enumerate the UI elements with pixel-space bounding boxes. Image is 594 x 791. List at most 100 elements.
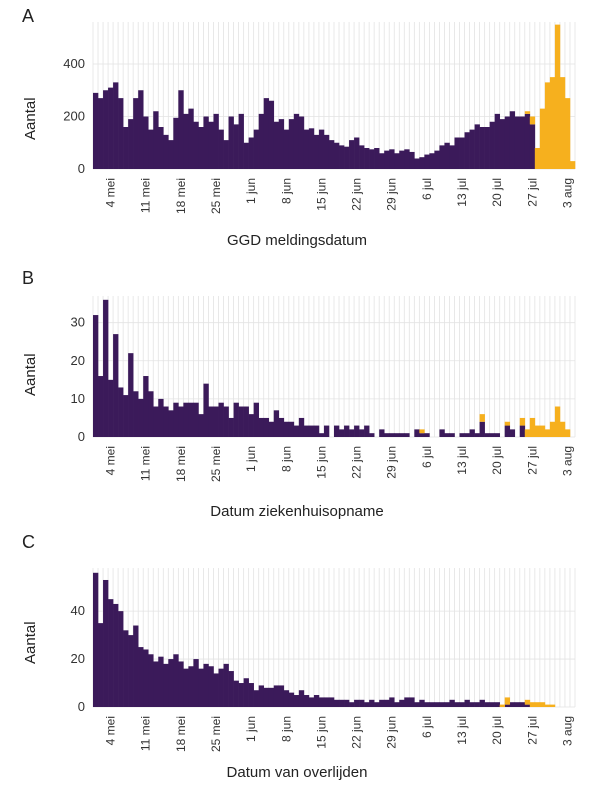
bar-reported bbox=[494, 113, 500, 169]
bar-reported bbox=[178, 661, 184, 707]
bar-reported bbox=[404, 697, 410, 707]
bar-recent bbox=[549, 704, 556, 707]
x-tick-label: 13 jul bbox=[455, 716, 469, 745]
bar-reported bbox=[218, 402, 224, 437]
bar-reported bbox=[153, 406, 159, 437]
bar-recent bbox=[549, 77, 556, 169]
bar-reported bbox=[143, 376, 149, 437]
bar-reported bbox=[213, 673, 219, 707]
bar-reported bbox=[459, 137, 465, 169]
x-tick-label: 15 jun bbox=[314, 446, 328, 479]
bar-reported bbox=[369, 149, 375, 169]
bar-reported bbox=[193, 659, 199, 707]
bar-reported bbox=[243, 678, 249, 707]
bar-reported bbox=[424, 702, 430, 707]
bar-reported bbox=[93, 92, 99, 169]
bar-reported bbox=[113, 334, 119, 437]
bar-reported bbox=[258, 685, 265, 707]
y-tick-label: 0 bbox=[78, 161, 85, 176]
bar-reported bbox=[519, 702, 526, 707]
panel-b: B Aantal Datum ziekenhuisopname 0 10 20 30 4… bbox=[0, 262, 594, 526]
bar-reported bbox=[323, 697, 330, 707]
bar-reported bbox=[98, 623, 104, 707]
bar-reported bbox=[394, 433, 400, 437]
x-tick-label: 4 mei bbox=[104, 446, 118, 475]
bar-recent bbox=[499, 704, 506, 707]
bar-reported bbox=[359, 699, 365, 707]
bar-reported bbox=[138, 647, 144, 707]
bar-reported bbox=[208, 666, 214, 707]
chart-c-plot: 0 20 40 4 mei 11 mei 18 mei 25 mei 1 jun 8 jun 15… bbox=[71, 568, 576, 752]
bar-reported bbox=[384, 699, 390, 707]
x-tick-label: 1 jun bbox=[244, 446, 258, 472]
bar-reported bbox=[263, 417, 270, 437]
bar-reported bbox=[143, 116, 149, 169]
bar-reported bbox=[223, 663, 229, 707]
bar-reported bbox=[213, 113, 219, 169]
bar-reported bbox=[163, 663, 169, 707]
bar-reported bbox=[489, 702, 495, 707]
bar-reported bbox=[208, 121, 214, 169]
bar-reported bbox=[313, 425, 320, 437]
bar-recent bbox=[524, 699, 531, 705]
x-axis-title: Datum van overlijden bbox=[226, 764, 368, 781]
bar-reported bbox=[268, 421, 275, 437]
x-tick-label: 29 jun bbox=[385, 446, 399, 479]
bar-reported bbox=[313, 695, 320, 707]
y-tick-label: 0 bbox=[78, 429, 85, 444]
bar-recent bbox=[529, 417, 536, 437]
bar-reported bbox=[283, 421, 290, 437]
bar-reported bbox=[183, 402, 189, 437]
y-tick-label: 40 bbox=[71, 603, 85, 618]
bar-recent bbox=[569, 161, 576, 169]
bar-reported bbox=[459, 702, 465, 707]
bar-reported bbox=[113, 603, 119, 707]
bar-reported bbox=[243, 142, 249, 169]
bar-reported bbox=[198, 668, 204, 707]
bar-reported bbox=[389, 433, 395, 437]
bar-reported bbox=[504, 116, 511, 169]
bar-reported bbox=[514, 116, 521, 169]
bar-reported bbox=[479, 127, 485, 169]
bar-reported bbox=[103, 299, 109, 437]
bar-reported bbox=[103, 579, 109, 707]
bar-recent bbox=[504, 697, 511, 705]
chart-b-plot: 0 10 20 30 4 mei 11 mei 18 mei 25 mei 1 jun 8 jun… bbox=[71, 296, 576, 482]
bar-reported bbox=[273, 685, 280, 707]
panel-letter: C bbox=[22, 532, 35, 552]
bar-reported bbox=[524, 113, 531, 169]
bar-reported bbox=[464, 433, 470, 437]
bar-recent bbox=[479, 414, 485, 422]
bar-reported bbox=[263, 687, 270, 707]
x-tick-label: 25 mei bbox=[209, 178, 223, 214]
bar-reported bbox=[98, 376, 104, 437]
bar-reported bbox=[399, 699, 405, 707]
x-axis-title: Datum ziekenhuisopname bbox=[210, 503, 384, 520]
y-tick-label: 30 bbox=[71, 315, 85, 330]
bar-reported bbox=[399, 150, 405, 169]
bar-reported bbox=[248, 683, 254, 707]
bar-reported bbox=[123, 630, 129, 707]
bar-reported bbox=[233, 402, 239, 437]
bar-reported bbox=[454, 137, 460, 169]
bar-reported bbox=[258, 417, 265, 437]
bar-reported bbox=[253, 402, 259, 437]
bar-recent bbox=[529, 116, 536, 125]
bar-reported bbox=[148, 391, 154, 437]
x-tick-label: 27 jul bbox=[525, 716, 539, 745]
bar-reported bbox=[168, 140, 174, 169]
bar-reported bbox=[489, 433, 495, 437]
bar-reported bbox=[514, 702, 521, 707]
bar-recent bbox=[524, 111, 531, 114]
bar-reported bbox=[308, 697, 315, 707]
bar-reported bbox=[103, 90, 109, 169]
y-tick-label: 0 bbox=[78, 699, 85, 714]
bar-reported bbox=[434, 150, 440, 169]
bar-reported bbox=[519, 116, 526, 169]
bar-reported bbox=[484, 433, 490, 437]
y-tick-label: 10 bbox=[71, 391, 85, 406]
bar-reported bbox=[494, 702, 500, 707]
bar-reported bbox=[444, 702, 450, 707]
bar-reported bbox=[354, 137, 360, 169]
bar-recent bbox=[549, 421, 556, 437]
